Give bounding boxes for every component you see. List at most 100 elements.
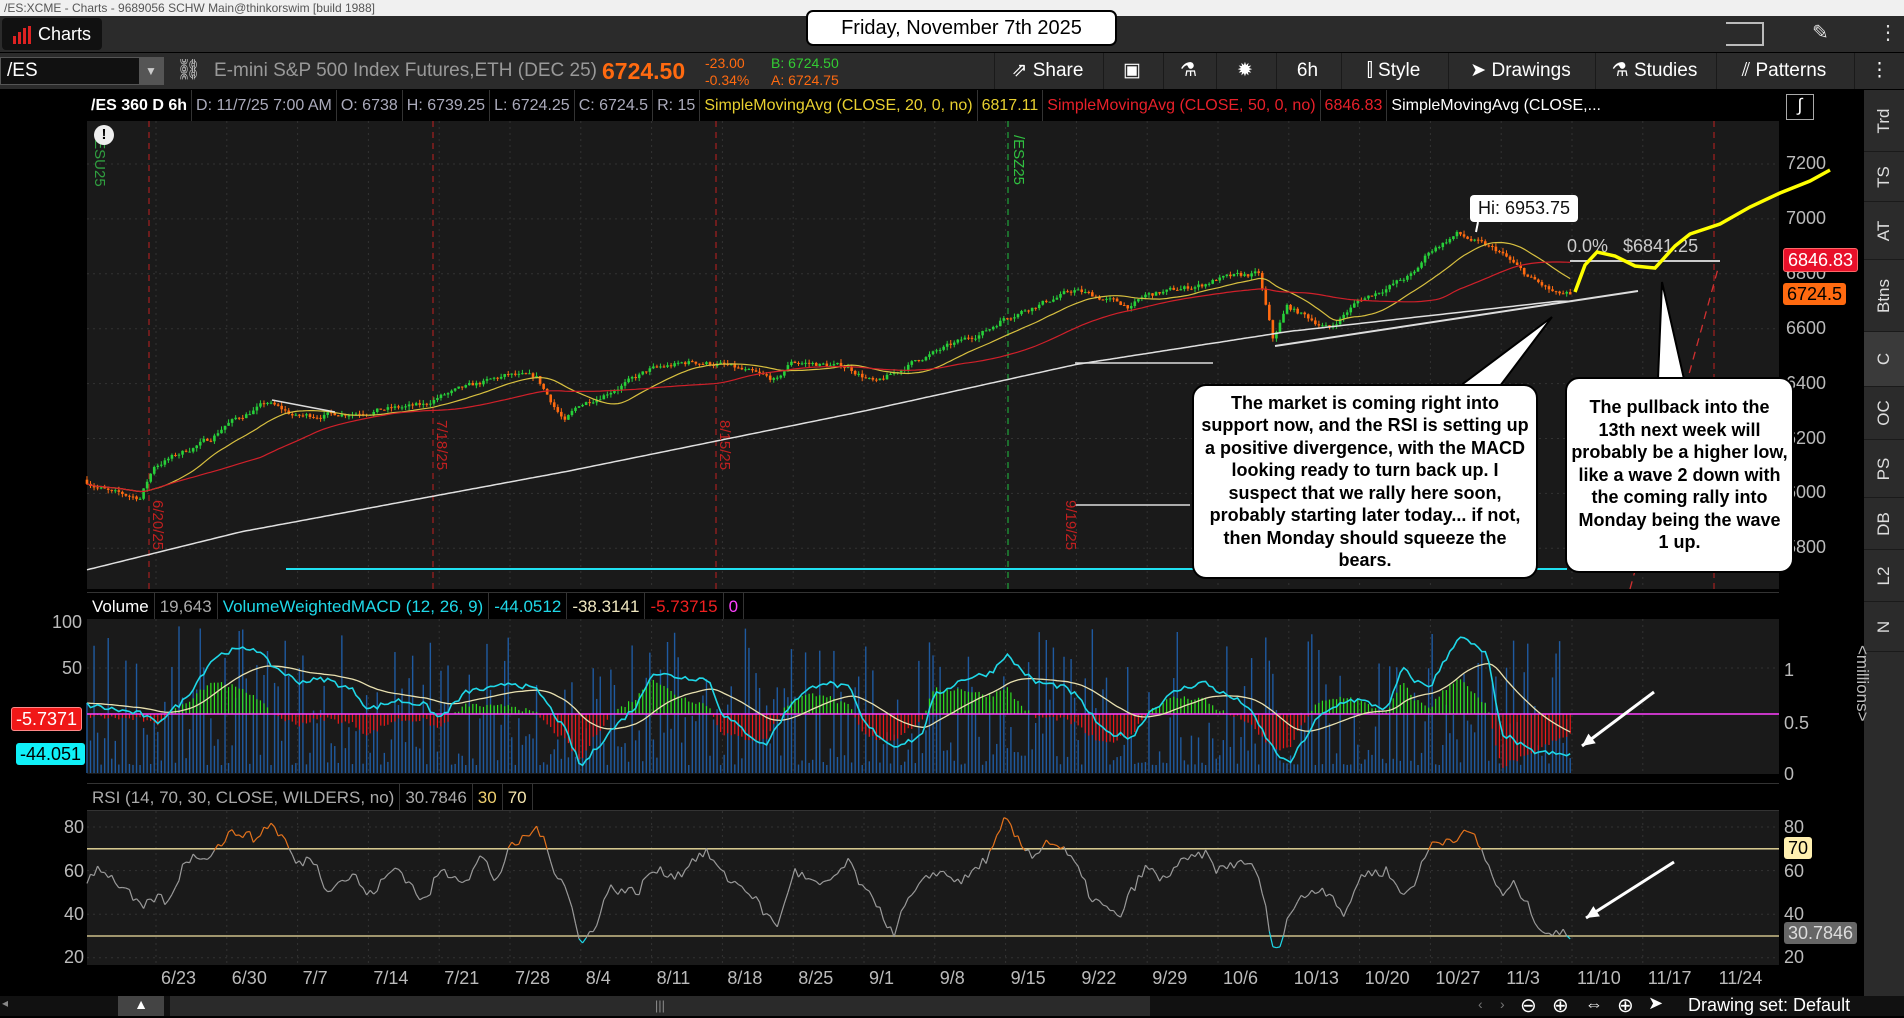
- candle-up: [295, 415, 298, 416]
- rsi-line-segment: [873, 898, 877, 907]
- candle-down: [1240, 273, 1243, 276]
- candle-up: [1353, 303, 1356, 307]
- rsi-line-segment: [1563, 929, 1567, 936]
- candle-up: [1134, 301, 1137, 306]
- rsi-line-segment: [1308, 890, 1312, 895]
- high-pointer: [1476, 222, 1478, 232]
- rsi-line-segment: [1354, 884, 1358, 891]
- candle-down: [514, 374, 517, 375]
- rsi-line-segment: [1106, 906, 1110, 910]
- candle-down: [103, 487, 106, 488]
- candle-up: [139, 499, 142, 500]
- candle-up: [1236, 273, 1239, 274]
- rsi-line-segment: [1039, 847, 1043, 853]
- candle-up: [1024, 311, 1027, 312]
- candle-up: [433, 400, 436, 404]
- rsi-line-segment: [257, 836, 261, 839]
- candle-down: [1488, 245, 1491, 246]
- candle-up: [1417, 268, 1420, 272]
- candle-down: [670, 365, 673, 366]
- rsi-line-segment: [1538, 928, 1542, 931]
- rsi-line-segment: [345, 880, 349, 882]
- rsi-line-segment: [1156, 874, 1160, 881]
- candle-down: [765, 374, 768, 375]
- candle-down: [1498, 251, 1501, 252]
- rsi-line-segment: [841, 867, 845, 868]
- rsi-line-segment: [937, 872, 941, 877]
- candle-up: [447, 393, 450, 394]
- rsi-line-segment: [299, 861, 303, 866]
- candle-up: [978, 335, 981, 338]
- rsi-line-segment: [491, 873, 495, 880]
- candle-up: [408, 404, 411, 406]
- candle-down: [358, 414, 361, 415]
- rsi-line-segment: [1510, 880, 1514, 887]
- rsi-line-segment: [1181, 858, 1185, 859]
- rsi-line-segment: [618, 889, 622, 895]
- rsi-line-segment: [1319, 888, 1323, 892]
- rsi-line-segment: [112, 875, 116, 883]
- rsi-line-segment: [653, 872, 657, 873]
- rsi-line-segment: [1188, 854, 1192, 859]
- candle-down: [875, 380, 878, 381]
- rsi-line-segment: [1422, 858, 1426, 862]
- candle-up: [142, 488, 145, 498]
- alert-icon[interactable]: !: [94, 125, 114, 145]
- rsi-line-segment: [1347, 902, 1351, 908]
- candle-down: [872, 378, 875, 380]
- candle-up: [1020, 311, 1023, 314]
- candle-up: [510, 374, 513, 375]
- rsi-line-segment: [519, 835, 523, 844]
- rsi-line-segment: [1535, 923, 1539, 928]
- volume-units: <millions>: [1852, 645, 1872, 722]
- candle-down: [121, 492, 124, 494]
- rsi-line-segment: [1418, 862, 1422, 876]
- candle-up: [1197, 285, 1200, 288]
- rsi-line-segment: [1153, 868, 1157, 873]
- candle-up: [801, 363, 804, 364]
- candle-up: [921, 360, 924, 361]
- rsi-line-segment: [140, 903, 144, 909]
- candle-down: [1558, 292, 1561, 294]
- candle-up: [1300, 313, 1303, 314]
- candle-up: [627, 379, 630, 383]
- rsi-line-segment: [1191, 854, 1195, 856]
- candle-down: [525, 373, 528, 374]
- rsi-line-segment: [147, 899, 151, 900]
- candle-down: [132, 496, 135, 497]
- rsi-line-segment: [1252, 864, 1256, 871]
- rsi-line-segment: [246, 832, 250, 833]
- candle-down: [1264, 289, 1267, 305]
- rsi-line-segment: [650, 872, 654, 873]
- rsi-line-segment: [278, 835, 282, 836]
- candle-down: [110, 490, 113, 491]
- candle-up: [305, 414, 308, 415]
- candle-down: [588, 402, 591, 403]
- rsi-line-segment: [1089, 897, 1093, 902]
- rsi-line-segment: [724, 871, 728, 881]
- candle-up: [1374, 293, 1377, 296]
- rsi-line-segment: [360, 885, 364, 888]
- candle-up: [493, 378, 496, 379]
- rsi-line-segment: [993, 835, 997, 845]
- rsi-line-segment: [1305, 895, 1309, 898]
- rsi-line-segment: [292, 855, 296, 864]
- rsi-line-segment: [105, 873, 109, 878]
- candle-down: [1459, 232, 1462, 234]
- candle-up: [1017, 314, 1020, 317]
- rsi-line-segment: [692, 859, 696, 862]
- rsi-line-segment: [1177, 859, 1181, 867]
- rsi-line-segment: [714, 860, 718, 865]
- rsi-line-segment: [1450, 839, 1454, 842]
- candle-up: [1031, 308, 1034, 311]
- rsi-line-segment: [852, 863, 856, 871]
- candle-up: [259, 403, 262, 406]
- candle-up: [652, 366, 655, 368]
- candle-up: [422, 404, 425, 405]
- rsi-line-segment: [1397, 886, 1401, 893]
- candle-up: [227, 423, 230, 426]
- candle-down: [280, 406, 283, 410]
- candle-down: [1027, 311, 1030, 312]
- candle-down: [1126, 305, 1129, 308]
- rsi-line-segment: [997, 830, 1001, 835]
